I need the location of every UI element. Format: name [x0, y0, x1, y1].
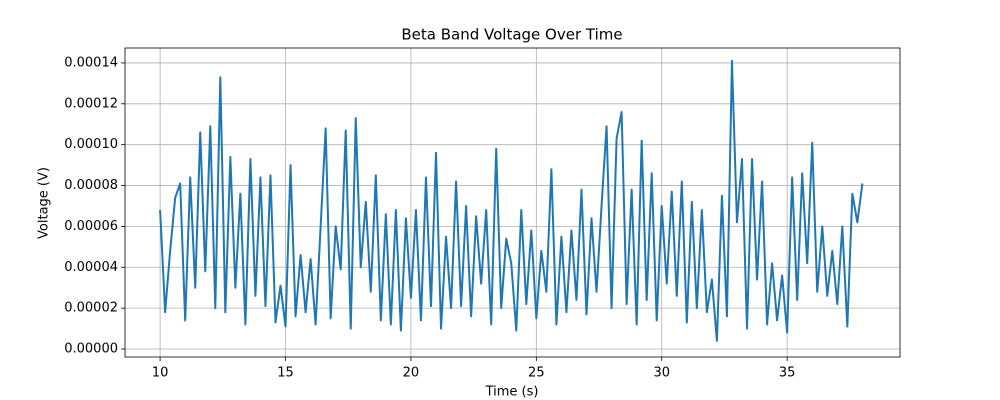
y-tick-label: 0.00014 — [64, 55, 118, 70]
y-tick-label: 0.00008 — [64, 178, 118, 193]
y-tick-label: 0.00010 — [64, 137, 118, 152]
y-axis-label: Voltage (V) — [37, 167, 52, 239]
y-tick-label: 0.00000 — [64, 342, 118, 357]
y-tick-label: 0.00012 — [64, 96, 118, 111]
x-tick-label: 20 — [403, 366, 420, 381]
data-line — [159, 59, 864, 342]
x-axis-label: Time (s) — [485, 385, 539, 400]
y-tick-label: 0.00004 — [64, 260, 118, 275]
plot-frame — [124, 47, 901, 358]
x-tick-label: 25 — [528, 366, 545, 381]
x-tick-label: 10 — [152, 366, 169, 381]
y-tick-label: 0.00002 — [64, 301, 118, 316]
x-tick-label: 35 — [779, 366, 796, 381]
y-tick-label: 0.00006 — [64, 219, 118, 234]
x-tick-label: 30 — [653, 366, 670, 381]
x-tick-label: 15 — [277, 366, 294, 381]
chart-title: Beta Band Voltage Over Time — [401, 26, 622, 44]
